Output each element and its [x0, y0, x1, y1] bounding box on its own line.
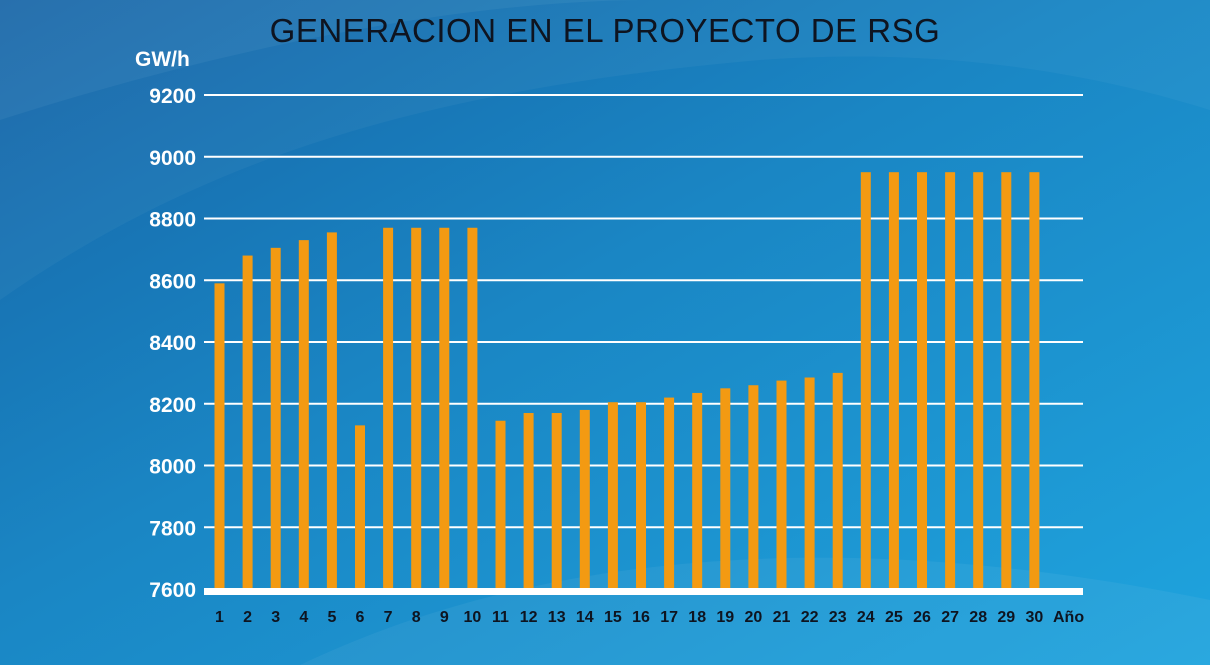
x-tick-label: 13	[548, 609, 566, 626]
bar	[579, 409, 590, 589]
x-tick-label: 18	[688, 609, 706, 626]
x-axis-baseline	[204, 588, 1083, 595]
x-tick-label: 30	[1026, 609, 1044, 626]
x-tick-label: 19	[716, 609, 734, 626]
x-tick-label: 26	[913, 609, 931, 626]
x-tick-label: 6	[356, 609, 365, 626]
y-tick-label: 9000	[149, 147, 196, 170]
y-axis-ticks: 7600 7800 8000 8200 8400 8600 8800 9000 9200	[149, 85, 196, 602]
x-tick-label: 17	[660, 609, 678, 626]
x-tick-label: 15	[604, 609, 622, 626]
x-tick-label: 23	[829, 609, 847, 626]
x-tick-label: 20	[745, 609, 763, 626]
x-axis-ticks: 1 2 3 4 5 6 7 8 9 10 11 12 13 14 15 16 17 18 19 20 21 22 23 24 2…	[215, 609, 1043, 626]
x-tick-label: 28	[969, 609, 987, 626]
bar	[973, 172, 984, 589]
bar	[270, 247, 281, 590]
chart-title: GENERACION EN EL PROYECTO DE RSG	[269, 12, 941, 49]
y-tick-label: 8200	[149, 394, 196, 417]
x-tick-label: 8	[412, 609, 421, 626]
bar	[1001, 172, 1012, 589]
bar	[945, 172, 956, 589]
bar	[298, 240, 309, 590]
x-tick-label: 11	[492, 609, 509, 626]
y-tick-label: 8600	[149, 270, 196, 293]
bar	[467, 227, 478, 589]
bar	[917, 172, 927, 589]
x-tick-label: 25	[885, 609, 903, 626]
x-tick-label: 2	[243, 609, 252, 626]
x-tick-label: 5	[327, 609, 336, 626]
bar	[1029, 172, 1040, 589]
x-tick-label: 1	[215, 609, 224, 626]
bar	[664, 397, 675, 589]
x-tick-label: 24	[857, 609, 875, 626]
bars	[214, 172, 1040, 590]
bar	[214, 283, 225, 589]
x-tick-label: 4	[299, 609, 308, 626]
bar	[860, 172, 871, 589]
bar	[355, 425, 365, 589]
bar	[495, 420, 506, 589]
x-tick-label: 9	[440, 609, 449, 626]
bar	[439, 227, 450, 589]
y-tick-label: 8800	[149, 209, 196, 232]
bar	[804, 377, 815, 589]
x-axis-label: Año	[1053, 609, 1084, 626]
bar	[832, 372, 843, 589]
y-tick-label: 9200	[149, 85, 196, 108]
bar	[411, 227, 422, 589]
y-tick-label: 8400	[149, 332, 196, 355]
x-tick-label: 14	[576, 609, 594, 626]
x-tick-label: 27	[941, 609, 959, 626]
y-tick-label: 7600	[149, 579, 196, 602]
bar	[692, 392, 703, 589]
x-tick-label: 22	[801, 609, 819, 626]
bar	[383, 227, 394, 589]
x-tick-label: 12	[520, 609, 538, 626]
y-axis-unit-label: GW/h	[135, 48, 190, 71]
y-tick-label: 8000	[149, 456, 196, 479]
y-tick-label: 7800	[149, 517, 196, 540]
bar	[326, 232, 337, 590]
bar	[242, 255, 253, 590]
bar	[748, 385, 759, 589]
x-tick-label: 10	[464, 609, 482, 626]
x-tick-label: 16	[632, 609, 650, 626]
bar	[523, 413, 534, 589]
bar	[720, 388, 731, 589]
x-tick-label: 29	[997, 609, 1015, 626]
bar	[607, 402, 618, 589]
bar	[551, 413, 562, 589]
bar	[888, 172, 899, 589]
x-tick-label: 21	[773, 609, 791, 626]
x-tick-label: 3	[271, 609, 280, 626]
bar	[636, 402, 646, 589]
x-tick-label: 7	[384, 609, 393, 626]
bar	[776, 380, 787, 589]
